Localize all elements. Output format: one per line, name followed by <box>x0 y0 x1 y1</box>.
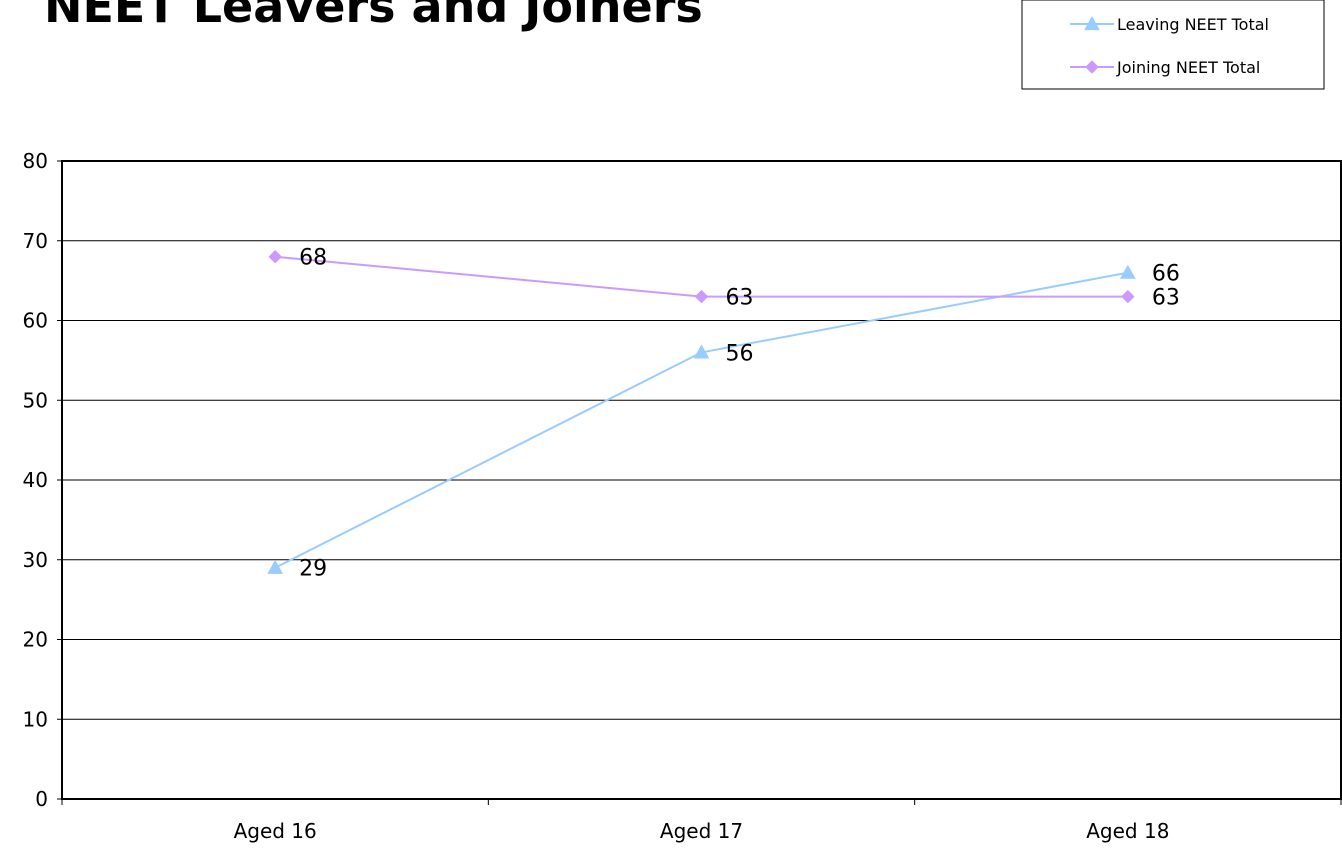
data-point <box>694 289 709 304</box>
y-tick-label: 60 <box>23 309 48 333</box>
plot-area: 0 10 20 30 40 50 60 70 80 Aged 16 Aged 17 Aged 18 29… <box>23 149 1342 843</box>
legend-label: Leaving NEET Total <box>1117 15 1269 34</box>
chart-title: NEET Leavers and Joiners <box>44 0 703 33</box>
y-tick-label: 50 <box>23 388 48 412</box>
x-tick-label: Aged 17 <box>660 819 743 843</box>
data-label: 63 <box>726 286 754 311</box>
y-tick-label: 0 <box>35 787 48 811</box>
legend: Leaving NEET Total Joining NEET Total <box>1021 0 1325 90</box>
y-tick-label: 10 <box>23 707 48 731</box>
x-tick-label: Aged 18 <box>1086 819 1169 843</box>
data-label: 63 <box>1152 286 1180 311</box>
x-tick-label: Aged 16 <box>234 819 317 843</box>
data-label: 56 <box>726 341 754 366</box>
legend-marker <box>1084 15 1100 31</box>
y-tick-label: 40 <box>23 468 48 492</box>
y-tick-label: 30 <box>23 548 48 572</box>
legend-box <box>1021 0 1325 90</box>
legend-label: Joining NEET Total <box>1116 58 1260 77</box>
data-point <box>1121 289 1135 304</box>
y-tick-label: 20 <box>23 628 48 652</box>
data-label: 66 <box>1152 262 1180 287</box>
data-point <box>1119 264 1136 279</box>
y-tick-label: 80 <box>23 149 48 173</box>
data-point <box>268 249 282 264</box>
data-label: 29 <box>299 557 327 582</box>
legend-marker <box>1085 60 1099 74</box>
data-label: 68 <box>299 246 327 271</box>
data-point <box>693 344 710 359</box>
data-point <box>267 559 284 574</box>
y-tick-label: 70 <box>23 229 48 253</box>
